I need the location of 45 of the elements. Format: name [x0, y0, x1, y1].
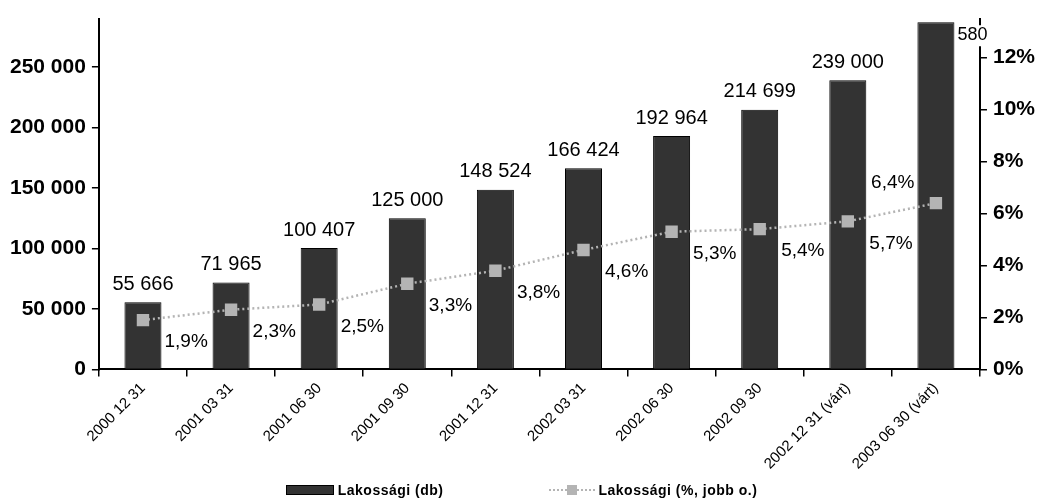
y-tick-label: 0 — [74, 356, 86, 380]
y2-tick-label: 4% — [992, 252, 1024, 276]
y2-tick-label: 12% — [992, 44, 1036, 68]
y-tick-label: 250 000 — [9, 53, 86, 77]
data-label: 192 964 — [635, 105, 708, 128]
point — [136, 313, 150, 327]
data-label: 5,3% — [693, 241, 737, 263]
data-label: 4,6% — [604, 260, 649, 282]
data-label: 166 424 — [547, 137, 620, 160]
legend-label: Lakossági (db) — [337, 482, 444, 498]
point — [929, 196, 943, 210]
point — [224, 303, 238, 316]
y-tick-label: 150 000 — [9, 174, 86, 198]
y-tick-label: 50 000 — [21, 295, 86, 319]
point — [489, 264, 502, 277]
y2-tick-label: 8% — [992, 148, 1024, 172]
data-label: 125 000 — [371, 187, 444, 210]
data-label: 55 666 — [112, 271, 174, 294]
data-label: 239 000 — [811, 49, 884, 72]
data-label: 3,8% — [516, 280, 561, 302]
y2-tick-label: 10% — [992, 96, 1036, 120]
y-tick-label: 100 000 — [9, 235, 86, 259]
data-label: 1,9% — [164, 330, 208, 352]
data-label: 5,4% — [781, 239, 825, 261]
point — [401, 277, 414, 290]
data-label: 214 699 — [723, 79, 796, 102]
point — [841, 215, 855, 228]
data-label: 71 965 — [200, 251, 262, 274]
annotation: 580 — [957, 24, 988, 45]
y2-tick-label: 6% — [992, 200, 1024, 224]
point — [312, 298, 326, 311]
point — [753, 222, 766, 236]
data-label: 5,7% — [869, 231, 913, 253]
data-label: 148 524 — [459, 159, 532, 182]
y-tick-label: 200 000 — [9, 114, 86, 138]
data-label: 2,3% — [252, 319, 296, 341]
y2-tick-label: 0% — [992, 356, 1024, 380]
legend-label: Lakossági (%, jobb o.) — [598, 482, 758, 498]
data-label: 100 407 — [283, 217, 356, 240]
data-label: 3,3% — [428, 293, 473, 315]
data-label: 6,4% — [871, 171, 915, 193]
point — [577, 243, 590, 257]
data-label: 2,5% — [340, 314, 385, 336]
point — [665, 225, 678, 238]
y2-tick-label: 2% — [992, 304, 1024, 328]
